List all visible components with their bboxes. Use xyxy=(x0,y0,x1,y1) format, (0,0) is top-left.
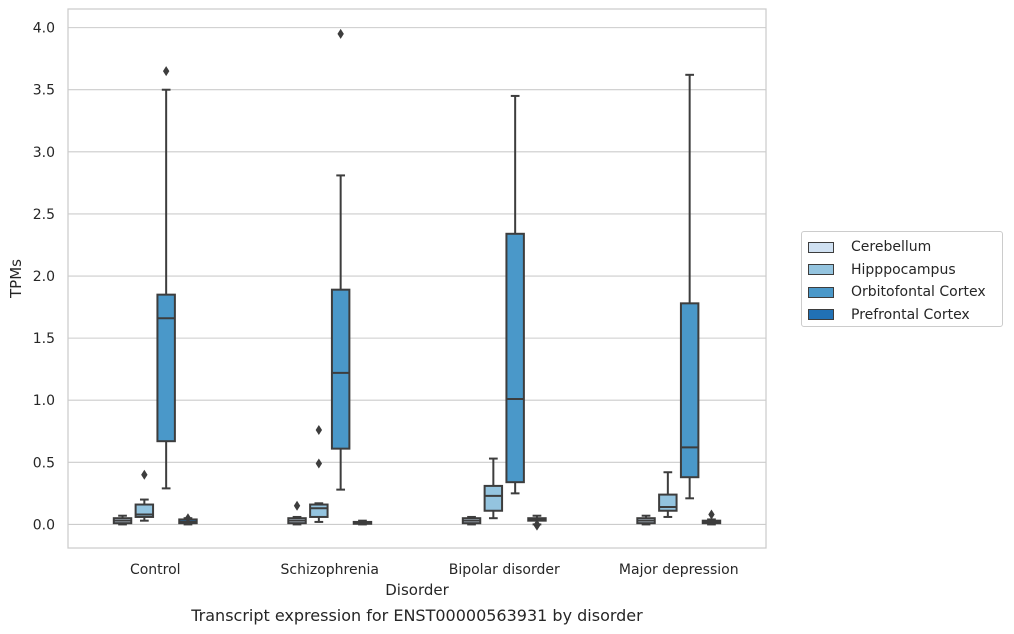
boxes xyxy=(112,28,722,531)
y-tick-label: 1.0 xyxy=(33,393,55,409)
box-cerebellum xyxy=(461,515,482,526)
outlier-marker xyxy=(337,28,344,39)
box-hipppocampus xyxy=(309,425,329,523)
legend-label: Prefrontal Cortex xyxy=(851,306,970,323)
box-hipppocampus xyxy=(483,457,504,520)
box-hipppocampus xyxy=(658,471,678,518)
legend-label: Orbitofontal Cortex xyxy=(851,284,986,301)
legend-item: Prefrontal Cortex xyxy=(808,304,996,327)
box-prefrontal-cortex xyxy=(701,509,722,526)
y-tick-label: 0.0 xyxy=(33,517,55,533)
legend-item: Hipppocampus xyxy=(808,259,996,282)
legend-swatch xyxy=(808,309,834,321)
y-tick-labels: 0.0 0.5 1.0 1.5 2.0 2.5 3.0 3.5 4.0 xyxy=(33,21,55,534)
outlier-marker xyxy=(141,469,148,480)
box-body xyxy=(330,288,351,450)
plot-frame xyxy=(67,8,767,549)
chart-caption: Transcript expression for ENST0000056393… xyxy=(191,606,643,625)
box-cerebellum xyxy=(636,514,656,526)
outlier-marker xyxy=(293,500,301,511)
box-orbitofontal-cortex xyxy=(156,66,176,490)
legend-swatch xyxy=(808,264,834,276)
box-orbitofontal-cortex xyxy=(330,28,351,491)
outlier-marker xyxy=(184,513,192,524)
x-tick-labels: Control Schizophrenia Bipolar disorder Majo… xyxy=(130,562,739,578)
x-tick-label: Bipolar disorder xyxy=(449,562,560,578)
outlier-marker xyxy=(533,520,541,531)
x-axis-title: Disorder xyxy=(385,581,449,599)
box-body xyxy=(156,293,176,443)
legend-swatch xyxy=(808,241,834,253)
y-tick-label: 2.5 xyxy=(33,207,55,223)
y-tick-label: 0.5 xyxy=(33,455,55,471)
y-axis-title: TPMs xyxy=(7,259,25,299)
x-tick-label: Control xyxy=(130,562,181,578)
outlier-marker xyxy=(315,425,323,436)
gridlines xyxy=(68,27,766,525)
legend-label: Hipppocampus xyxy=(851,261,956,278)
box-cerebellum xyxy=(287,500,307,526)
y-tick-label: 3.0 xyxy=(33,145,55,161)
box-orbitofontal-cortex xyxy=(505,94,525,495)
outlier-marker xyxy=(315,458,323,469)
outlier-marker xyxy=(708,509,715,520)
legend-item: Orbitofontal Cortex xyxy=(808,281,996,304)
box-body xyxy=(309,503,329,518)
x-tick-label: Major depression xyxy=(619,562,739,578)
box-cerebellum xyxy=(112,514,133,526)
box-orbitofontal-cortex xyxy=(679,73,700,500)
y-tick-label: 4.0 xyxy=(33,21,55,37)
legend: Cerebellum Hipppocampus Orbitofontal Corte… xyxy=(801,231,1003,327)
y-tick-label: 1.5 xyxy=(33,331,55,347)
legend-label: Cerebellum xyxy=(851,239,932,256)
box-body xyxy=(658,493,678,512)
box-body xyxy=(679,302,700,479)
legend-swatch xyxy=(808,286,834,298)
outlier-marker xyxy=(162,66,170,77)
box-body xyxy=(483,484,504,512)
legend-item: Cerebellum xyxy=(808,236,996,259)
y-tick-label: 3.5 xyxy=(33,83,55,99)
box-prefrontal-cortex xyxy=(527,514,547,531)
box-prefrontal-cortex xyxy=(352,519,373,526)
y-tick-label: 2.0 xyxy=(33,269,55,285)
x-tick-label: Schizophrenia xyxy=(281,562,379,578)
box-body xyxy=(505,232,525,484)
box-prefrontal-cortex xyxy=(178,513,198,526)
box-hipppocampus xyxy=(134,469,155,522)
